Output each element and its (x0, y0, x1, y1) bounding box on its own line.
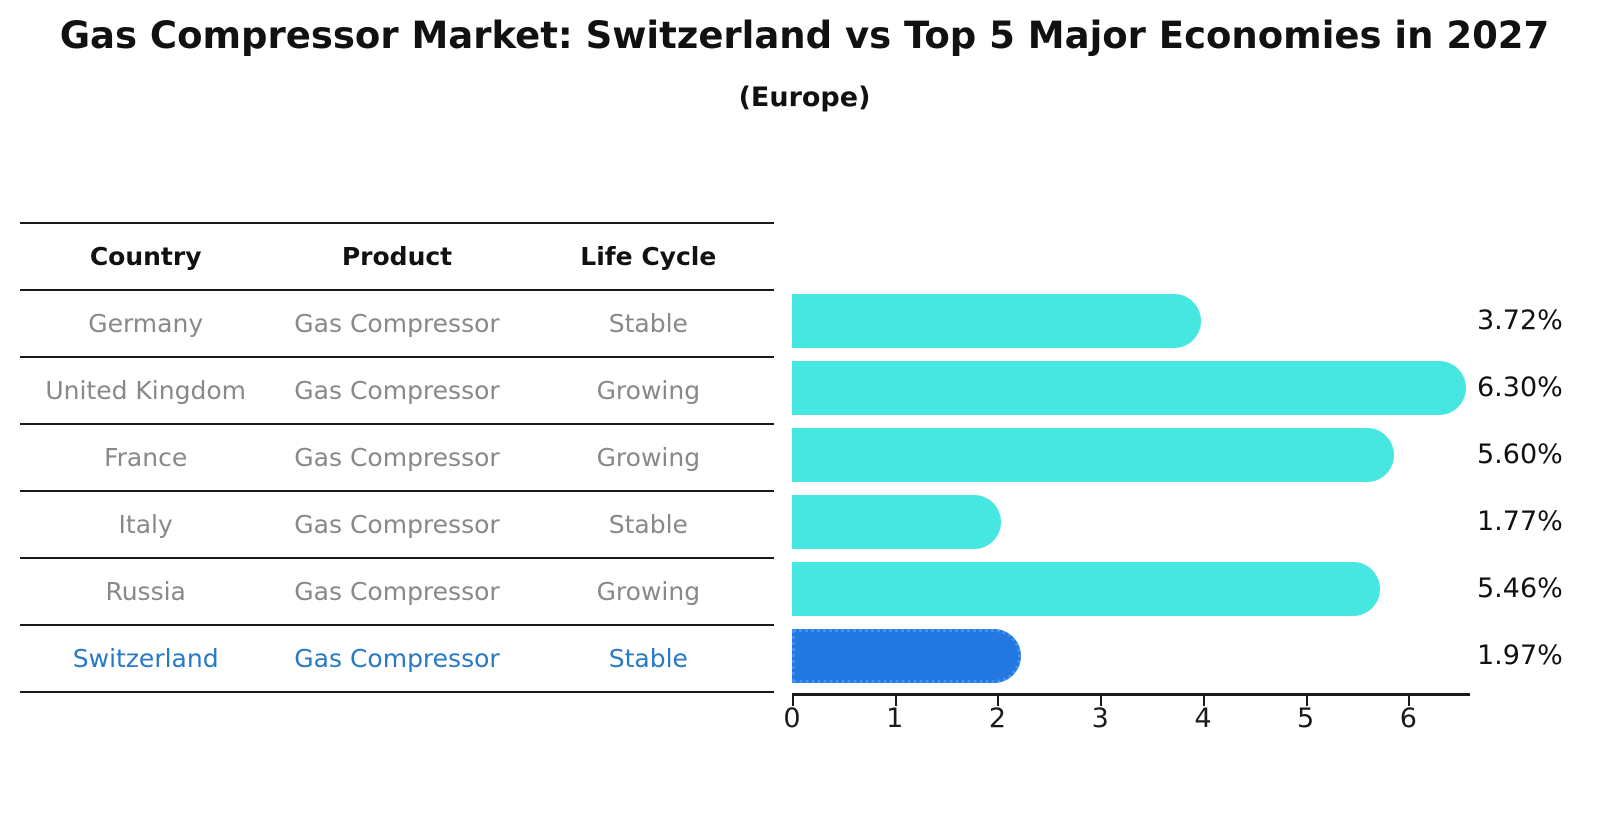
bar-italy (792, 495, 1001, 549)
column-header-life-cycle: Life Cycle (580, 242, 717, 271)
cell-life-cycle: Stable (608, 644, 688, 673)
cell-life-cycle: Growing (596, 376, 701, 405)
x-tick-mark-4 (1202, 696, 1205, 706)
x-tick-label-5: 5 (1297, 703, 1315, 734)
x-tick-label-6: 6 (1399, 703, 1417, 734)
bar-russia (792, 562, 1380, 616)
value-label-russia: 5.46% (1477, 572, 1563, 604)
cell-country: Italy (118, 510, 173, 539)
cell-product: Gas Compressor (294, 644, 500, 673)
table-row-united-kingdom: United Kingdom Gas Compressor Growing (20, 358, 774, 425)
table-row-switzerland: Switzerland Gas Compressor Stable (20, 626, 774, 693)
x-tick-mark-3 (1100, 696, 1103, 706)
bar-row-united-kingdom (792, 355, 1470, 422)
x-tick-mark-2 (997, 696, 1000, 706)
x-tick-mark-6 (1408, 696, 1411, 706)
cell-product: Gas Compressor (294, 510, 500, 539)
table-row-germany: Germany Gas Compressor Stable (20, 291, 774, 358)
table-row-russia: Russia Gas Compressor Growing (20, 559, 774, 626)
cell-country: Switzerland (72, 644, 219, 673)
x-tick-label-4: 4 (1194, 703, 1212, 734)
value-label-france: 5.60% (1477, 438, 1563, 470)
x-tick-mark-5 (1305, 696, 1308, 706)
bar-row-switzerland (792, 623, 1470, 690)
value-label-italy: 1.77% (1477, 505, 1563, 537)
value-label-switzerland: 1.97% (1477, 639, 1563, 671)
highlighted-bar-switzerland (792, 629, 1021, 683)
bar-united-kingdom (792, 361, 1466, 415)
chart-subtitle: (Europe) (738, 82, 871, 113)
x-tick-label-1: 1 (886, 703, 904, 734)
bar-row-russia (792, 556, 1470, 623)
country-table: Country Product Life Cycle Germany Gas Co… (20, 222, 774, 693)
cell-product: Gas Compressor (294, 309, 500, 338)
cell-product: Gas Compressor (294, 577, 500, 606)
cell-country: United Kingdom (45, 376, 246, 405)
bar-row-germany (792, 288, 1470, 355)
table-row-italy: Italy Gas Compressor Stable (20, 492, 774, 559)
bar-row-italy (792, 489, 1470, 556)
cell-life-cycle: Stable (608, 309, 688, 338)
cell-country: France (104, 443, 188, 472)
x-tick-mark-0 (792, 696, 794, 706)
cell-life-cycle: Growing (596, 443, 701, 472)
x-axis-line (792, 693, 1470, 696)
bar-chart-plot-area (792, 288, 1470, 690)
x-tick-label-2: 2 (988, 703, 1007, 734)
bar-row-france (792, 422, 1470, 489)
column-header-country: Country (89, 242, 202, 271)
value-label-united-kingdom: 6.30% (1477, 371, 1563, 403)
bar-france (792, 428, 1394, 482)
cell-life-cycle: Growing (596, 577, 701, 606)
chart-title: Gas Compressor Market: Switzerland vs To… (59, 14, 1550, 57)
table-header-row: Country Product Life Cycle (20, 224, 774, 291)
cell-product: Gas Compressor (294, 376, 500, 405)
cell-country: Russia (105, 577, 186, 606)
value-label-germany: 3.72% (1477, 304, 1563, 336)
cell-life-cycle: Stable (608, 510, 688, 539)
table-row-france: France Gas Compressor Growing (20, 425, 774, 492)
column-header-product: Product (341, 242, 453, 271)
bar-germany (792, 294, 1201, 348)
x-tick-label-3: 3 (1091, 703, 1109, 734)
cell-product: Gas Compressor (294, 443, 500, 472)
cell-country: Germany (88, 309, 204, 338)
x-tick-label-0: 0 (783, 703, 801, 734)
x-tick-mark-1 (894, 696, 897, 706)
